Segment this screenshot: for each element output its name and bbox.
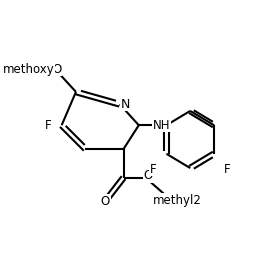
Text: methoxy: methoxy xyxy=(3,62,54,76)
Text: F: F xyxy=(45,119,52,132)
Text: F: F xyxy=(224,162,231,176)
Text: NH: NH xyxy=(153,119,170,132)
Text: F: F xyxy=(150,162,156,176)
Text: O: O xyxy=(144,169,153,182)
Text: methyl2: methyl2 xyxy=(152,194,201,207)
Text: O: O xyxy=(101,195,110,208)
Text: O: O xyxy=(52,62,61,76)
Text: N: N xyxy=(121,98,130,111)
